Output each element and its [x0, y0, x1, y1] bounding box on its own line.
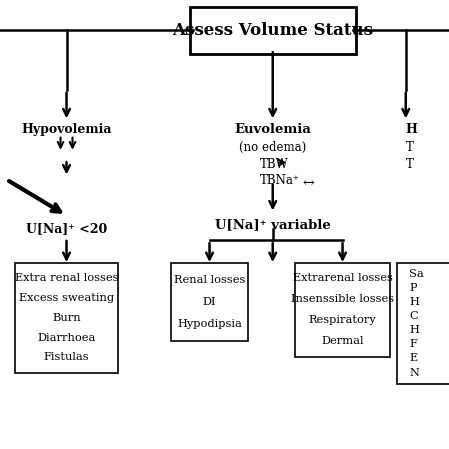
Text: P: P [409, 283, 417, 293]
Text: Dermal: Dermal [321, 336, 364, 346]
FancyBboxPatch shape [295, 263, 390, 357]
Text: T: T [406, 158, 414, 171]
FancyBboxPatch shape [15, 263, 118, 373]
Text: Burn: Burn [52, 313, 81, 323]
Text: T: T [406, 141, 414, 154]
FancyBboxPatch shape [397, 263, 449, 384]
Text: Hypovolemia: Hypovolemia [21, 123, 112, 136]
Text: U[Na]⁺ variable: U[Na]⁺ variable [215, 218, 330, 231]
Text: ↔: ↔ [303, 176, 314, 190]
Text: DI: DI [203, 297, 216, 307]
Text: TBNa⁺: TBNa⁺ [260, 174, 299, 187]
Text: E: E [409, 353, 417, 363]
FancyBboxPatch shape [189, 7, 356, 54]
Text: Extra renal losses: Extra renal losses [15, 273, 118, 283]
Text: H: H [409, 297, 419, 307]
Text: Respiratory: Respiratory [309, 315, 376, 325]
Text: Assess Volume Status: Assess Volume Status [172, 22, 373, 39]
Text: Sa: Sa [409, 269, 424, 279]
Text: Renal losses: Renal losses [174, 274, 245, 285]
Text: C: C [409, 311, 418, 321]
Text: Extrarenal losses: Extrarenal losses [293, 273, 392, 283]
Text: Excess sweating: Excess sweating [19, 293, 114, 303]
Text: Euvolemia: Euvolemia [234, 123, 311, 136]
FancyBboxPatch shape [171, 263, 248, 341]
Text: Fistulas: Fistulas [44, 352, 89, 362]
Text: U[Na]⁺ <20: U[Na]⁺ <20 [26, 222, 107, 235]
Text: Diarrhoea: Diarrhoea [37, 333, 96, 343]
Text: F: F [409, 339, 417, 349]
Text: H: H [406, 123, 418, 136]
Text: H: H [409, 326, 419, 335]
Text: TBW: TBW [260, 158, 288, 171]
Text: Hypodipsia: Hypodipsia [177, 319, 242, 330]
Text: (no edema): (no edema) [239, 141, 306, 154]
Text: N: N [409, 368, 419, 378]
Text: Insenssible losses: Insenssible losses [291, 295, 394, 304]
